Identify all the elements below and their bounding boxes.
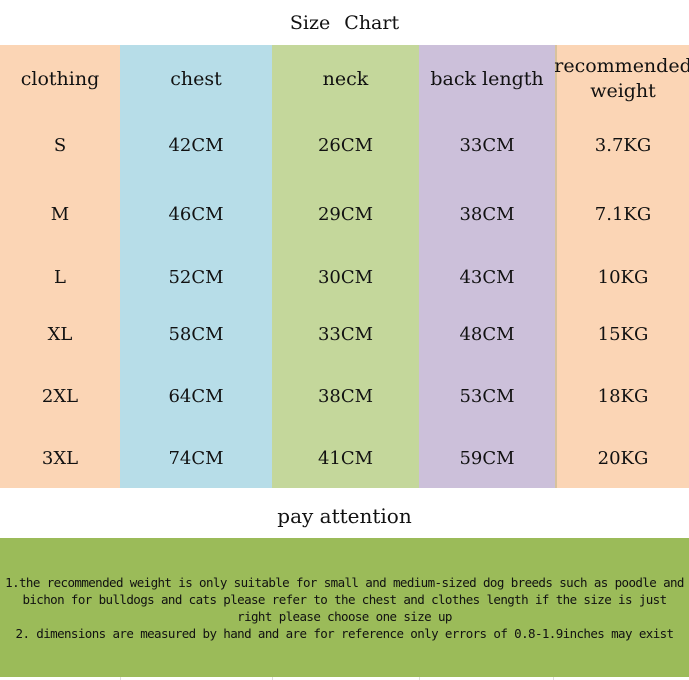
cell-recommended-weight: 3.7KG — [555, 112, 689, 180]
cell-recommended-weight: 20KG — [555, 430, 689, 488]
cell-chest: 52CM — [120, 250, 272, 306]
cell-chest: 46CM — [120, 180, 272, 250]
header-clothing: clothing — [0, 45, 120, 112]
notes-box: 1.the recommended weight is only suitabl… — [0, 538, 689, 677]
header-neck: neck — [272, 45, 419, 112]
cell-neck: 33CM — [272, 306, 419, 364]
cell-back-length: 43CM — [419, 250, 555, 306]
cell-clothing: 2XL — [0, 364, 120, 430]
cell-recommended-weight: 15KG — [555, 306, 689, 364]
header-recommended-weight: recommended weight — [554, 45, 689, 112]
cell-back-length: 48CM — [419, 306, 555, 364]
header-back-length: back length — [419, 45, 555, 112]
note-2: 2. dimensions are measured by hand and a… — [15, 626, 675, 641]
cell-neck: 29CM — [272, 180, 419, 250]
cell-clothing: S — [0, 112, 120, 180]
bottom-strip — [0, 677, 689, 680]
header-chest: chest — [120, 45, 272, 112]
cell-back-length: 33CM — [419, 112, 555, 180]
cell-recommended-weight: 18KG — [555, 364, 689, 430]
cell-chest: 58CM — [120, 306, 272, 364]
cell-clothing: XL — [0, 306, 120, 364]
cell-back-length: 53CM — [419, 364, 555, 430]
size-chart-title: Size Chart — [289, 12, 400, 34]
cell-neck: 30CM — [272, 250, 419, 306]
cell-back-length: 59CM — [419, 430, 555, 488]
cell-clothing: L — [0, 250, 120, 306]
cell-chest: 64CM — [120, 364, 272, 430]
cell-recommended-weight: 10KG — [555, 250, 689, 306]
cell-neck: 38CM — [272, 364, 419, 430]
attention-heading: pay attention — [277, 504, 412, 528]
size-table: clothing chest neck back length recommended … — [0, 45, 689, 488]
cell-neck: 26CM — [272, 112, 419, 180]
cell-chest: 74CM — [120, 430, 272, 488]
note-1: 1.the recommended weight is only suitabl… — [5, 575, 684, 624]
cell-clothing: M — [0, 180, 120, 250]
cell-recommended-weight: 7.1KG — [555, 180, 689, 250]
cell-chest: 42CM — [120, 112, 272, 180]
cell-neck: 41CM — [272, 430, 419, 488]
cell-back-length: 38CM — [419, 180, 555, 250]
cell-clothing: 3XL — [0, 430, 120, 488]
